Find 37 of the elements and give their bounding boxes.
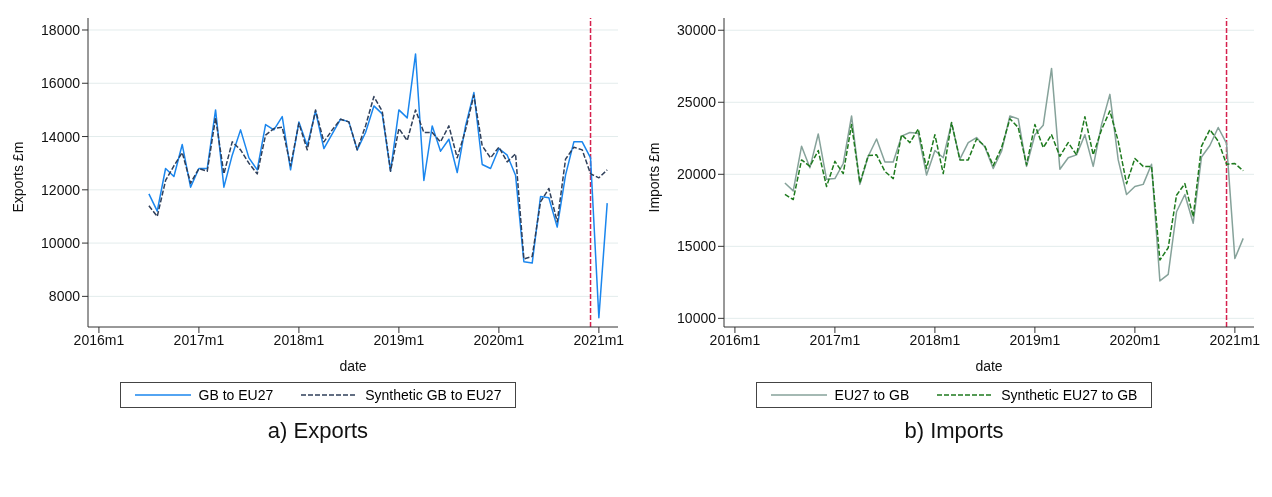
line-series <box>784 67 1244 282</box>
y-tick-label: 15000 <box>677 238 717 255</box>
legend-label: Synthetic GB to EU27 <box>365 387 502 403</box>
y-tick-label: 16000 <box>41 75 81 92</box>
line-series <box>148 53 608 319</box>
legend-label: Synthetic EU27 to GB <box>1001 387 1138 403</box>
y-tick-label: 18000 <box>41 21 81 38</box>
x-tick-label: 2019m1 <box>373 331 425 348</box>
text: a) Exports <box>267 418 369 444</box>
line-series <box>784 110 1244 261</box>
x-tick-label: 2018m1 <box>909 331 961 348</box>
line-series <box>148 94 608 260</box>
y-tick-label: 20000 <box>677 166 717 183</box>
text: b) Imports <box>904 418 1004 444</box>
legend-label: GB to EU27 <box>198 387 274 403</box>
x-tick-label: 2016m1 <box>709 331 761 348</box>
x-tick-label: 2020m1 <box>473 331 525 348</box>
x-tick-label: 2021m1 <box>573 331 625 348</box>
y-tick-label: 14000 <box>41 128 81 145</box>
x-axis-title: date <box>339 358 367 374</box>
y-axis-title: Exports £m <box>9 141 26 213</box>
y-tick-label: 10000 <box>677 310 717 327</box>
x-tick-label: 2017m1 <box>173 331 225 348</box>
y-tick-label: 10000 <box>41 235 81 252</box>
x-axis-title: date <box>975 358 1003 374</box>
y-tick-label: 30000 <box>677 22 717 39</box>
y-tick-label: 12000 <box>41 181 81 198</box>
y-tick-label: 8000 <box>48 288 81 305</box>
legend-label: EU27 to GB <box>834 387 910 403</box>
y-tick-label: 25000 <box>677 94 717 111</box>
x-tick-label: 2017m1 <box>809 331 861 348</box>
x-tick-label: 2016m1 <box>73 331 125 348</box>
x-tick-label: 2019m1 <box>1009 331 1061 348</box>
y-axis-title: Imports £m <box>645 142 662 213</box>
x-tick-label: 2020m1 <box>1109 331 1161 348</box>
x-tick-label: 2018m1 <box>273 331 325 348</box>
x-tick-label: 2021m1 <box>1209 331 1261 348</box>
